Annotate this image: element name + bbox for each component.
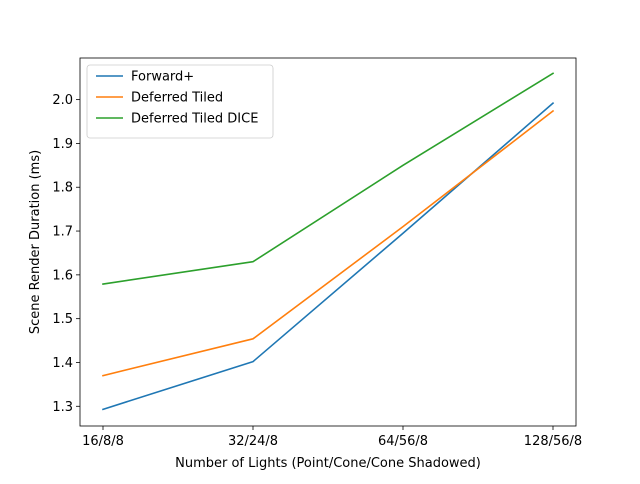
legend: Forward+ Deferred Tiled Deferred Tiled DIC… <box>86 64 274 139</box>
legend-label: Deferred Tiled <box>131 91 223 106</box>
legend-label: Deferred Tiled DICE <box>131 112 258 127</box>
series-layer <box>101 72 555 411</box>
y-tick-label: 1.5 <box>52 312 73 327</box>
y-axis-label: Scene Render Duration (ms) <box>28 150 43 334</box>
y-tick-label: 1.3 <box>52 400 73 415</box>
y-tick-label: 1.8 <box>52 181 73 196</box>
legend-label: Forward+ <box>131 70 194 85</box>
series-line-2 <box>102 72 555 285</box>
x-tick-label: 64/56/8 <box>378 434 428 449</box>
y-tick-label: 1.4 <box>52 356 73 371</box>
y-tick-label: 1.6 <box>52 268 73 283</box>
y-tick-label: 2.0 <box>52 93 73 108</box>
y-axis-ticks: 1.3 1.4 1.5 1.6 1.7 1.8 1.9 2.0 <box>52 93 80 415</box>
series-line-1 <box>102 109 555 377</box>
x-tick-label: 32/24/8 <box>228 434 278 449</box>
plot-area-frame <box>79 57 577 427</box>
legend-box <box>86 64 274 139</box>
y-tick-label: 1.7 <box>52 225 73 240</box>
x-tick-label: 16/8/8 <box>82 434 124 449</box>
y-tick-label: 1.9 <box>52 137 73 152</box>
x-axis-ticks: 16/8/8 32/24/8 64/56/8 128/56/8 <box>82 426 582 449</box>
x-axis-label: Number of Lights (Point/Cone/Cone Shadow… <box>175 456 481 471</box>
x-tick-label: 128/56/8 <box>524 434 582 449</box>
